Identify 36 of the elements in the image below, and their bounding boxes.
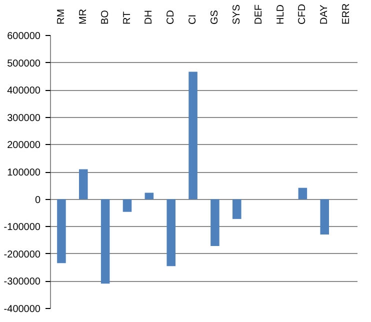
x-tick-label: MR xyxy=(78,8,89,24)
x-tick-label: BO xyxy=(100,10,111,24)
x-tick-label: ERR xyxy=(341,3,352,24)
bar xyxy=(100,199,110,284)
y-tick-label: 500000 xyxy=(7,58,41,70)
x-tick-label: GS xyxy=(209,10,220,24)
x-tick-label: RT xyxy=(122,11,133,24)
bar xyxy=(144,192,154,200)
x-tick-label: HLD xyxy=(275,4,286,24)
bar xyxy=(122,199,132,212)
y-tick-label: -300000 xyxy=(4,276,41,288)
bar xyxy=(79,169,88,200)
x-tick-label: DH xyxy=(144,10,155,24)
bar xyxy=(232,199,242,219)
x-tick-label: RM xyxy=(56,8,67,24)
x-tick-label: SYS xyxy=(231,4,242,24)
y-tick-label: -200000 xyxy=(4,249,41,260)
bar xyxy=(320,199,329,235)
x-tick-label: CI xyxy=(188,14,199,24)
y-tick-label: 200000 xyxy=(7,140,41,152)
y-tick-label: 100000 xyxy=(7,168,41,178)
y-tick-label: -400000 xyxy=(4,304,41,315)
bar xyxy=(166,199,176,266)
y-tick-label: 600000 xyxy=(7,31,41,42)
x-tick-label: CD xyxy=(166,10,177,24)
bar xyxy=(298,188,308,200)
y-tick-label: 300000 xyxy=(7,112,41,124)
x-tick-label: CFD xyxy=(297,4,308,24)
bar xyxy=(57,199,66,264)
y-tick-label: 400000 xyxy=(7,86,41,97)
y-tick-label: 0 xyxy=(34,194,41,206)
x-tick-label: DAY xyxy=(319,4,330,24)
bar xyxy=(210,199,220,246)
y-tick-label: -100000 xyxy=(4,222,41,234)
bar xyxy=(188,72,198,200)
x-tick-label: DEF xyxy=(253,4,264,24)
